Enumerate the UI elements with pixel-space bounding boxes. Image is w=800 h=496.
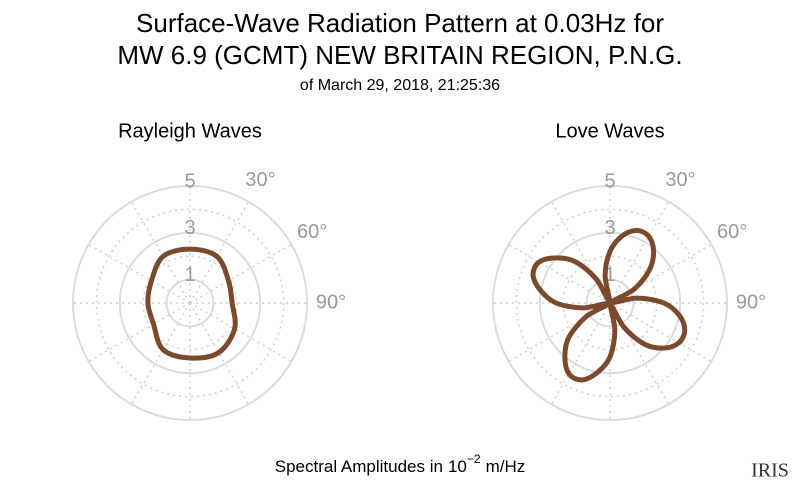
radial-minor-grid [95, 208, 285, 398]
r-tick-label: 1 [184, 264, 195, 286]
angle-grid-line [189, 302, 250, 405]
panel-title: Love Waves [555, 120, 664, 142]
axis-label: Spectral Amplitudes in 10−2 m/Hz [275, 452, 525, 476]
angle-grid-line [550, 302, 611, 405]
chart-subtitle: of March 29, 2018, 21:25:36 [300, 77, 500, 94]
theta-tick-label: 60° [717, 221, 747, 243]
angle-grid-line [130, 302, 191, 405]
angle-grid-line [508, 243, 611, 304]
radial-grid [538, 231, 682, 375]
chart-title: MW 6.9 (GCMT) NEW BRITAIN REGION, P.N.G. [117, 40, 682, 70]
axis-label-base: 10 [448, 457, 467, 476]
angle-grid-line [189, 243, 292, 304]
radial-minor-grid [142, 255, 238, 351]
radial-grid [492, 185, 728, 421]
theta-tick-label: 30° [245, 169, 275, 191]
r-tick-label: 3 [604, 217, 615, 239]
panel-title: Rayleigh Waves [118, 120, 262, 142]
angle-grid-line [609, 201, 670, 304]
radial-grid [72, 185, 308, 421]
r-tick-label: 5 [184, 170, 195, 192]
r-tick-label: 1 [604, 264, 615, 286]
angle-grid-line [88, 243, 191, 304]
angle-grid-line [88, 302, 191, 363]
theta-tick-label: 90° [316, 291, 346, 313]
radial-minor-grid [515, 208, 705, 398]
axis-label-unit: m/Hz [486, 457, 526, 476]
r-tick-label: 5 [604, 170, 615, 192]
chart-title: Surface-Wave Radiation Pattern at 0.03Hz… [136, 8, 664, 38]
theta-tick-label: 60° [297, 221, 327, 243]
axis-label-text: Spectral Amplitudes in [275, 457, 443, 476]
logo: IRIS [751, 460, 789, 482]
r-tick-label: 3 [184, 217, 195, 239]
angle-grid-line [130, 201, 191, 304]
theta-tick-label: 90° [736, 291, 766, 313]
theta-tick-label: 30° [665, 169, 695, 191]
axis-label-exponent: −2 [467, 452, 481, 466]
radial-grid [118, 231, 262, 375]
radial-grid [585, 278, 635, 328]
radial-grid [165, 278, 215, 328]
angle-grid-line [609, 302, 712, 363]
radiation-pattern [530, 227, 688, 383]
angle-grid-line [189, 201, 250, 304]
angle-grid-line [189, 302, 292, 363]
radiation-pattern [145, 246, 238, 361]
